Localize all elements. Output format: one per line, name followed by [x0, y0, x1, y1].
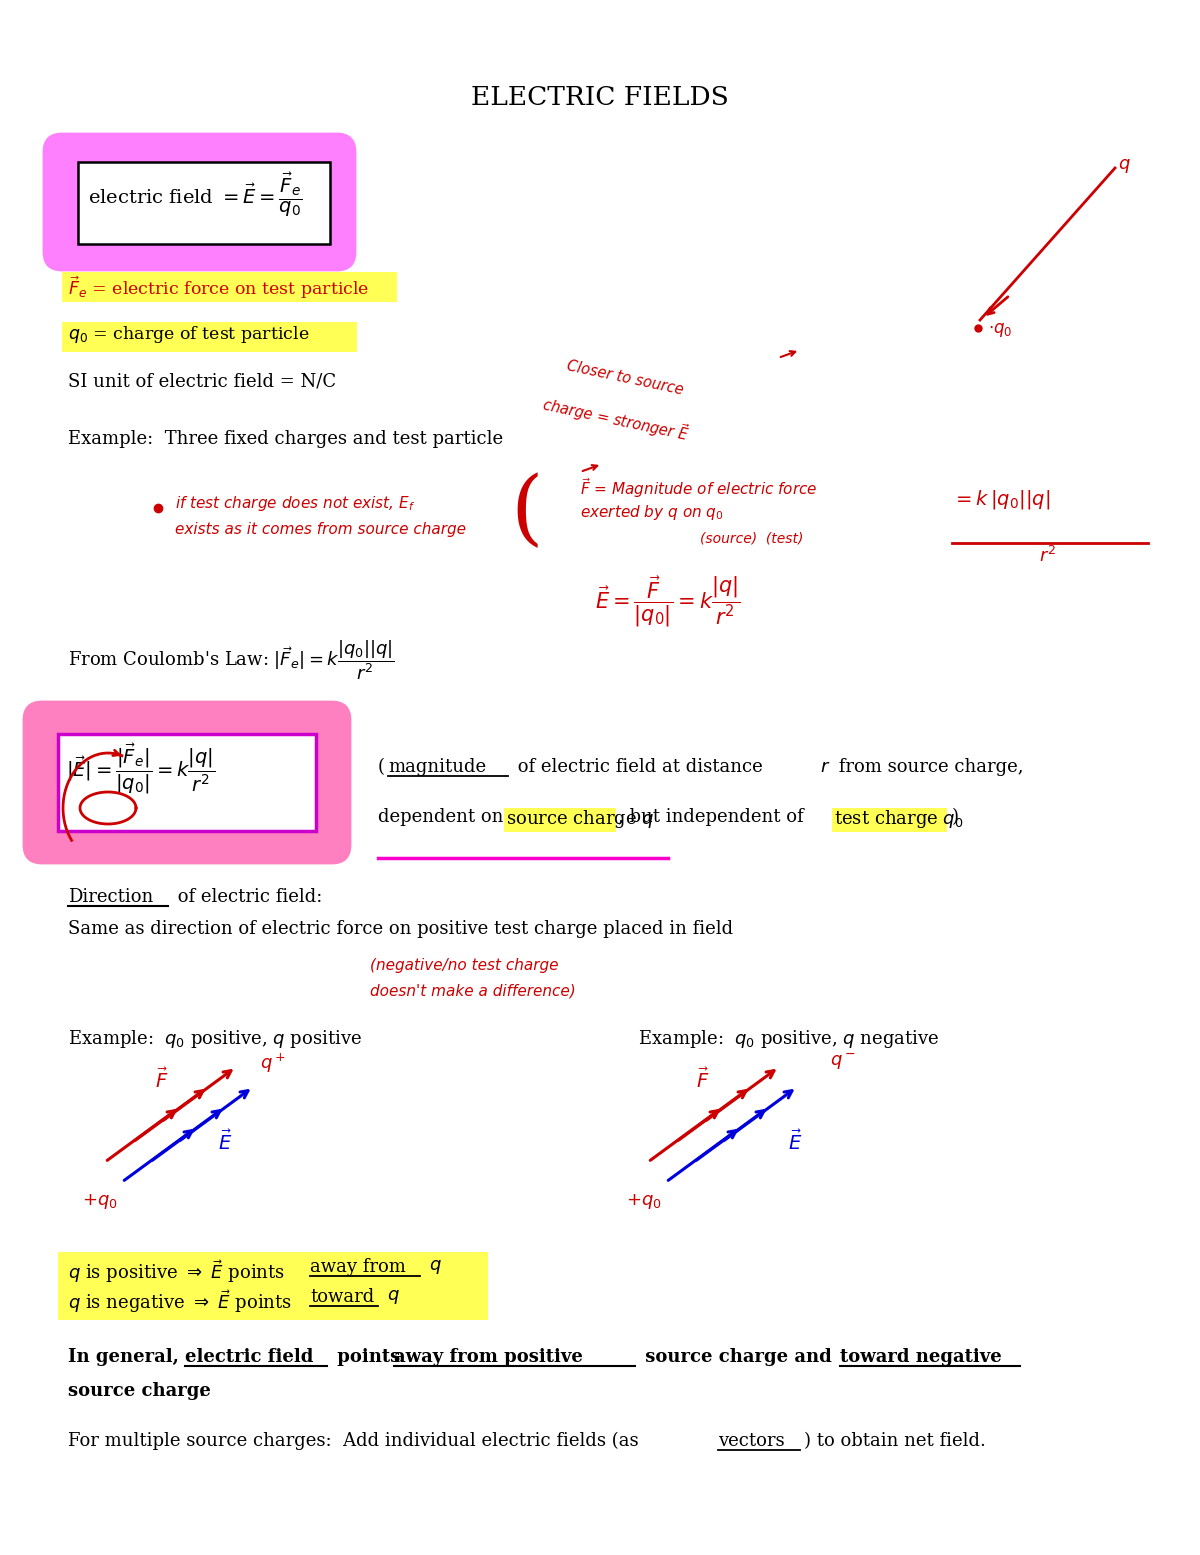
Text: ) to obtain net field.: ) to obtain net field.	[804, 1432, 986, 1449]
Bar	[62, 272, 397, 302]
Text: SI unit of electric field = N/C: SI unit of electric field = N/C	[68, 372, 336, 390]
Text: exists as it comes from source charge: exists as it comes from source charge	[175, 522, 466, 536]
Text: vectors: vectors	[718, 1432, 785, 1449]
Text: Closer to source: Closer to source	[565, 358, 684, 398]
FancyBboxPatch shape	[44, 134, 355, 271]
Text: (negative/no test charge: (negative/no test charge	[370, 958, 558, 973]
Text: of electric field:: of electric field:	[172, 888, 323, 907]
Text: electric field: electric field	[185, 1348, 313, 1365]
Text: ): )	[952, 809, 959, 826]
Text: $\vec{F}$: $\vec{F}$	[155, 1068, 168, 1092]
Text: test charge $q_0$: test charge $q_0$	[834, 809, 964, 830]
Text: , but independent of: , but independent of	[618, 809, 809, 826]
Bar	[58, 734, 316, 830]
Text: points: points	[331, 1348, 407, 1365]
Bar	[832, 809, 947, 832]
Text: In general,: In general,	[68, 1348, 185, 1365]
Bar	[78, 162, 330, 244]
Text: dependent on: dependent on	[378, 809, 509, 826]
Text: (source)  (test): (source) (test)	[700, 532, 803, 546]
Text: $r^2$: $r^2$	[1039, 546, 1056, 566]
Text: $|\vec{E}| = \dfrac{|\vec{F}_e|}{|q_0|} = k\dfrac{|q|}{r^2}$: $|\vec{E}| = \dfrac{|\vec{F}_e|}{|q_0|} …	[66, 742, 215, 796]
Text: $q$ is positive $\Rightarrow$ $\vec{E}$ points: $q$ is positive $\Rightarrow$ $\vec{E}$ …	[68, 1258, 286, 1284]
Text: $\cdot q_0$: $\cdot q_0$	[988, 320, 1013, 339]
Text: Example:  $q_0$ positive, $q$ negative: Example: $q_0$ positive, $q$ negative	[638, 1028, 940, 1050]
Text: For multiple source charges:  Add individual electric fields (as: For multiple source charges: Add individ…	[68, 1432, 644, 1451]
Text: $\vec{E}$: $\vec{E}$	[218, 1130, 233, 1154]
Text: charge = stronger $\vec{E}$: charge = stronger $\vec{E}$	[540, 392, 691, 446]
Text: $q^+$: $q^+$	[260, 1053, 286, 1076]
Text: $q_0$ = charge of test particle: $q_0$ = charge of test particle	[68, 323, 310, 345]
Text: (: (	[378, 757, 385, 776]
Text: toward negative: toward negative	[840, 1348, 1002, 1365]
Text: source charge $q$: source charge $q$	[506, 809, 654, 830]
Text: Same as direction of electric force on positive test charge placed in field: Same as direction of electric force on p…	[68, 921, 733, 938]
FancyBboxPatch shape	[24, 701, 350, 863]
Bar	[62, 322, 358, 351]
Text: $\vec{F}$ = Magnitude of electric force: $\vec{F}$ = Magnitude of electric force	[580, 476, 817, 501]
Text: $q^-$: $q^-$	[830, 1053, 856, 1071]
Text: magnitude: magnitude	[388, 757, 486, 776]
Text: $r$: $r$	[820, 757, 830, 776]
Text: away from: away from	[310, 1258, 406, 1277]
Text: $+q_0$: $+q_0$	[626, 1193, 661, 1211]
Text: $\vec{E}$: $\vec{E}$	[788, 1130, 803, 1154]
Bar	[504, 809, 616, 832]
Bar	[58, 1252, 488, 1320]
Text: of electric field at distance: of electric field at distance	[512, 757, 768, 776]
Text: away from positive: away from positive	[394, 1348, 583, 1365]
Text: Example:  $q_0$ positive, $q$ positive: Example: $q_0$ positive, $q$ positive	[68, 1028, 362, 1050]
Text: (: (	[510, 473, 542, 552]
Text: electric field $= \vec{E} = \dfrac{\vec{F}_e}{q_0}$: electric field $= \vec{E} = \dfrac{\vec{…	[88, 169, 302, 219]
Text: From Coulomb's Law: $|\vec{F}_e| = k\dfrac{|q_0||q|}{r^2}$: From Coulomb's Law: $|\vec{F}_e| = k\dfr…	[68, 638, 395, 681]
Text: if test charge does not exist, $E_f$: if test charge does not exist, $E_f$	[175, 494, 415, 513]
Text: source charge and: source charge and	[640, 1348, 838, 1365]
Text: source charge: source charge	[68, 1382, 211, 1400]
Text: $\vec{F}$: $\vec{F}$	[696, 1068, 709, 1092]
Text: ELECTRIC FIELDS: ELECTRIC FIELDS	[472, 86, 728, 110]
Text: $\vec{F}_e$ = electric force on test particle: $\vec{F}_e$ = electric force on test par…	[68, 274, 370, 300]
Text: doesn't make a difference): doesn't make a difference)	[370, 984, 576, 998]
Text: $q$ is negative $\Rightarrow$ $\vec{E}$ points: $q$ is negative $\Rightarrow$ $\vec{E}$ …	[68, 1288, 293, 1316]
Text: q: q	[1118, 156, 1129, 173]
Text: $\vec{E} = \dfrac{\vec{F}}{|q_0|} = k\dfrac{|q|}{r^2}$: $\vec{E} = \dfrac{\vec{F}}{|q_0|} = k\df…	[595, 575, 740, 630]
Text: toward: toward	[310, 1288, 374, 1306]
Text: $q$: $q$	[424, 1258, 443, 1277]
Text: Direction: Direction	[68, 888, 154, 907]
Text: from source charge,: from source charge,	[833, 757, 1024, 776]
Text: Example:  Three fixed charges and test particle: Example: Three fixed charges and test pa…	[68, 431, 503, 448]
Text: $= k\,|q_0||q|$: $= k\,|q_0||q|$	[952, 488, 1050, 512]
Text: exerted by $q$ on $q_0$: exerted by $q$ on $q_0$	[580, 502, 724, 522]
Text: $q$: $q$	[382, 1288, 401, 1306]
Text: $+q_0$: $+q_0$	[82, 1193, 118, 1211]
Text: .: .	[198, 1382, 204, 1400]
